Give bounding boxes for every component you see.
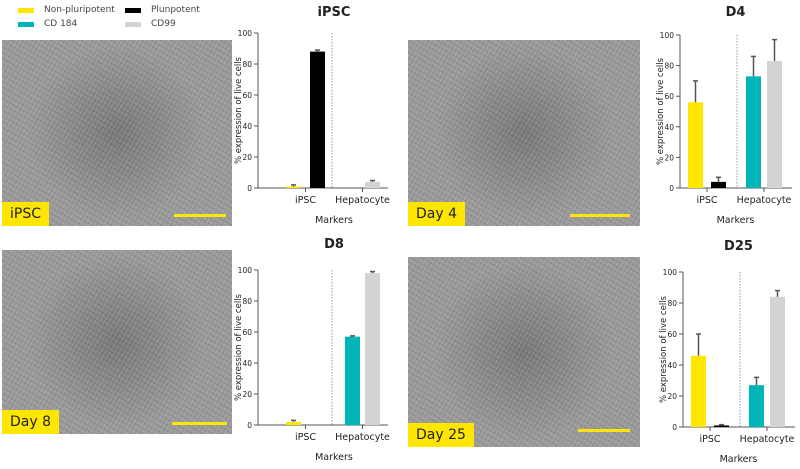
bar-cd99 [365, 181, 380, 188]
micrograph-day4: Day 4 [408, 40, 640, 226]
legend-item-cd99: CD99 [125, 19, 176, 29]
y-tick-label: 100 [660, 31, 675, 40]
x-tick-label: Hepatocyte [335, 432, 390, 443]
x-tick-label: iPSC [295, 432, 316, 443]
chart-title: D4 [726, 5, 746, 20]
y-tick-label: 60 [242, 91, 252, 100]
y-tick-label: 20 [242, 390, 252, 399]
legend-label: Non-pluripotent [44, 5, 115, 15]
y-axis-label: % expression of live cells [656, 57, 666, 165]
x-tick-label: iPSC [696, 195, 717, 206]
legend-label: CD99 [151, 19, 176, 29]
scale-bar [578, 429, 630, 432]
image-label: Day 25 [408, 423, 474, 447]
chart-title: D25 [724, 239, 753, 254]
y-tick-label: 100 [238, 266, 253, 275]
x-tick-label: Hepatocyte [737, 195, 792, 206]
bar-cd99 [767, 61, 782, 189]
scale-bar [570, 214, 630, 217]
bar-cd-184 [749, 385, 764, 427]
image-label: Day 8 [2, 410, 60, 434]
y-tick-label: 60 [242, 328, 252, 337]
chart-title: iPSC [318, 5, 351, 20]
legend-swatch [18, 7, 34, 13]
legend-swatch [125, 7, 141, 13]
y-tick-label: 20 [664, 153, 674, 162]
y-tick-label: 100 [238, 29, 253, 38]
y-axis-label: % expression of live cells [659, 295, 669, 403]
x-axis-label: Markers [720, 454, 758, 465]
bar-non-pluripotent [688, 102, 703, 188]
legend-item-non-pluripotent: Non-pluripotent [18, 5, 115, 15]
y-tick-label: 0 [247, 184, 252, 193]
x-tick-label: Hepatocyte [335, 195, 390, 206]
y-tick-label: 20 [667, 392, 677, 401]
x-axis-label: Markers [315, 215, 353, 226]
y-tick-label: 40 [667, 361, 677, 370]
chart-title: D8 [324, 237, 344, 252]
scale-bar [172, 422, 227, 425]
y-tick-label: 0 [669, 184, 674, 193]
legend-item-cd184: CD 184 [18, 19, 77, 29]
x-axis-label: Markers [315, 452, 353, 463]
x-tick-label: iPSC [295, 195, 316, 206]
bar-non-pluripotent [286, 186, 301, 188]
bar-cd-184 [345, 336, 360, 425]
y-tick-label: 80 [242, 60, 252, 69]
scale-bar [174, 214, 226, 217]
legend-label: Plunpotent [151, 5, 200, 15]
image-label: Day 4 [408, 202, 466, 226]
bar-plunpotent [310, 51, 325, 188]
y-tick-label: 40 [242, 122, 252, 131]
y-tick-label: 0 [672, 423, 677, 432]
y-tick-label: 0 [247, 421, 252, 430]
y-axis-label: % expression of live cells [234, 56, 244, 164]
y-tick-label: 80 [242, 297, 252, 306]
legend-swatch [18, 21, 34, 27]
y-tick-label: 80 [667, 299, 677, 308]
bar-plunpotent [714, 425, 729, 427]
y-axis-label: % expression of live cells [234, 293, 244, 401]
bar-non-pluripotent [286, 421, 301, 425]
bar-cd-184 [746, 76, 761, 188]
bar-non-pluripotent [691, 355, 706, 427]
bar-plunpotent [711, 181, 726, 188]
y-tick-label: 20 [242, 153, 252, 162]
legend-item-pluripotent: Plunpotent [125, 5, 200, 15]
x-tick-label: iPSC [699, 434, 720, 445]
x-axis-label: Markers [717, 215, 755, 226]
x-tick-label: Hepatocyte [740, 434, 795, 445]
y-tick-label: 40 [664, 123, 674, 132]
micrograph-ipsc: iPSC [2, 40, 232, 226]
legend-label: CD 184 [44, 19, 78, 29]
bar-cd99 [365, 273, 380, 425]
y-tick-label: 40 [242, 359, 252, 368]
legend-swatch [125, 21, 141, 27]
y-tick-label: 60 [664, 92, 674, 101]
y-tick-label: 60 [667, 330, 677, 339]
bar-cd99 [770, 296, 785, 427]
micrograph-day25: Day 25 [408, 257, 640, 447]
y-tick-label: 100 [663, 268, 678, 277]
micrograph-day8: Day 8 [2, 250, 232, 434]
image-label: iPSC [2, 202, 49, 226]
y-tick-label: 80 [664, 62, 674, 71]
